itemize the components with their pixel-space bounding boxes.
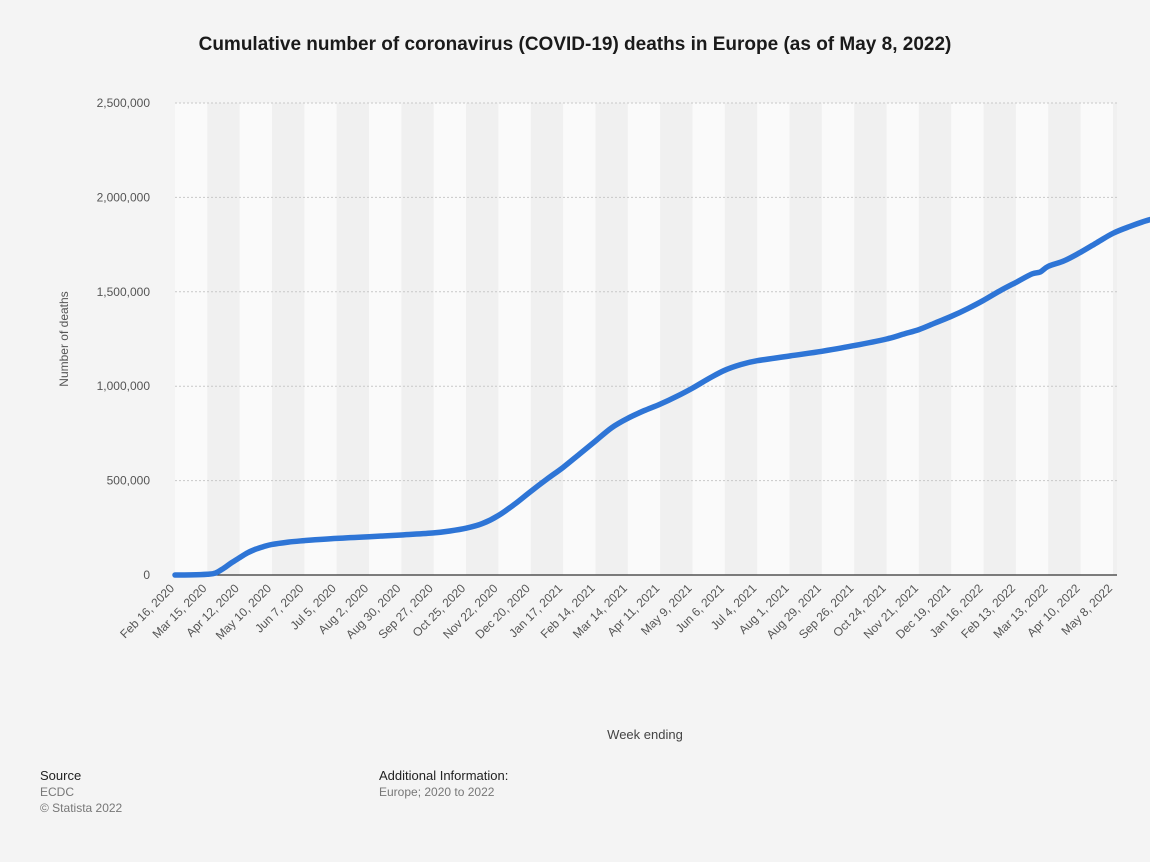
- source-line: ECDC: [40, 785, 75, 799]
- background-band: [724, 103, 758, 575]
- background-band: [1080, 103, 1113, 575]
- y-tick-label: 1,500,000: [97, 285, 151, 299]
- background-band: [401, 103, 434, 575]
- y-tick-label: 500,000: [107, 474, 151, 488]
- source-label: Source: [40, 768, 82, 783]
- background-band: [983, 103, 1016, 575]
- y-axis-ticks: 0 500,000 1,000,000 1,500,000 2,000,000 2,500…: [97, 96, 151, 582]
- background-band: [304, 103, 337, 575]
- additional-info-label: Additional Information:: [379, 768, 509, 783]
- background-band: [1113, 103, 1117, 575]
- background-band: [1015, 103, 1049, 575]
- background-band: [918, 103, 952, 575]
- additional-info-block: Additional Information: Europe; 2020 to …: [379, 768, 508, 800]
- background-band: [789, 103, 822, 575]
- background-band: [530, 103, 564, 575]
- background-bands: [175, 103, 1117, 575]
- background-band: [595, 103, 628, 575]
- background-band: [1048, 103, 1081, 575]
- background-band: [207, 103, 240, 575]
- chart-title: Cumulative number of coronavirus (COVID-…: [198, 34, 952, 55]
- y-tick-label: 2,500,000: [97, 96, 151, 110]
- background-band: [563, 103, 596, 575]
- series-group: [172, 216, 1150, 578]
- background-band: [821, 103, 855, 575]
- background-band: [369, 103, 402, 575]
- y-tick-label: 0: [143, 568, 150, 582]
- y-tick-label: 2,000,000: [97, 190, 151, 204]
- series-line: [172, 216, 1150, 578]
- background-band: [272, 103, 305, 575]
- background-band: [239, 103, 273, 575]
- gridlines: [175, 102, 1117, 482]
- background-band: [336, 103, 370, 575]
- y-axis-label: Number of deaths: [57, 291, 71, 386]
- copyright-line: © Statista 2022: [40, 801, 123, 815]
- background-band: [466, 103, 499, 575]
- background-band: [627, 103, 661, 575]
- background-band: [660, 103, 693, 575]
- background-band: [757, 103, 790, 575]
- x-axis-label: Week ending: [607, 727, 683, 742]
- additional-info-text: Europe; 2020 to 2022: [379, 785, 495, 799]
- background-band: [175, 103, 208, 575]
- y-tick-label: 1,000,000: [97, 379, 151, 393]
- background-band: [433, 103, 467, 575]
- source-block: Source ECDC © Statista 2022: [40, 768, 122, 816]
- background-band: [692, 103, 725, 575]
- background-band: [951, 103, 984, 575]
